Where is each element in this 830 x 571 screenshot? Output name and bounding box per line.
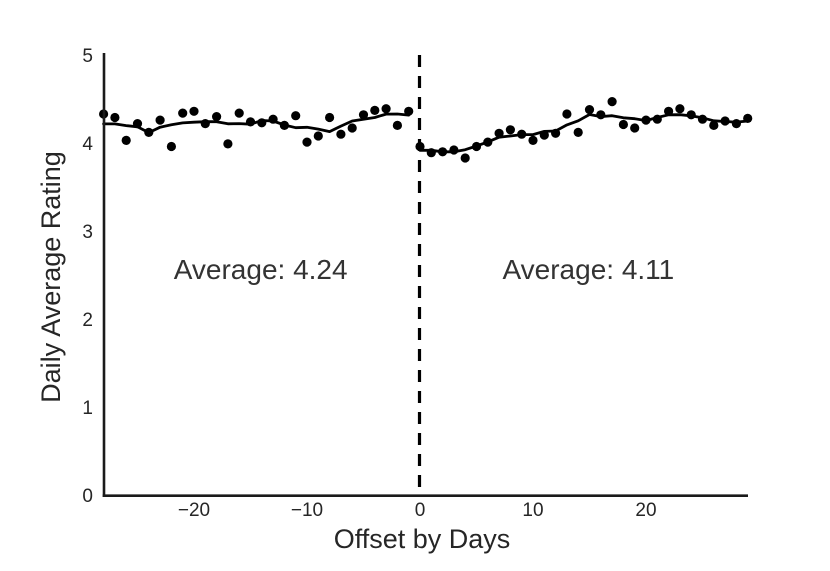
- data-point: [415, 141, 425, 152]
- data-point: [630, 123, 640, 133]
- x-tick-label: 0: [415, 500, 426, 521]
- data-point: [257, 118, 267, 128]
- data-point: [686, 110, 696, 120]
- y-tick-label: 4: [82, 134, 93, 155]
- data-point: [132, 119, 143, 129]
- data-point: [245, 117, 256, 127]
- data-point: [358, 110, 369, 120]
- data-point: [697, 114, 708, 124]
- data-point: [234, 108, 244, 118]
- data-point: [505, 125, 515, 135]
- data-point: [121, 135, 131, 145]
- y-tick-label: 0: [82, 486, 93, 507]
- data-points: [99, 97, 753, 163]
- data-point: [268, 114, 278, 124]
- data-point: [178, 108, 188, 118]
- trend-line: [102, 112, 411, 135]
- data-point: [675, 104, 685, 114]
- data-point: [494, 128, 504, 138]
- data-point: [302, 137, 312, 147]
- y-tick-label: 1: [82, 398, 93, 419]
- data-point: [449, 145, 459, 155]
- data-point: [652, 114, 662, 124]
- data-point: [584, 105, 595, 115]
- y-tick-label: 5: [82, 46, 93, 67]
- y-axis-title: Daily Average Rating: [36, 151, 66, 403]
- data-point: [709, 120, 719, 130]
- data-point: [607, 97, 617, 107]
- data-point: [279, 120, 289, 130]
- x-axis-title: Offset by Days: [334, 524, 511, 554]
- data-point: [438, 147, 448, 157]
- data-point: [291, 111, 301, 121]
- data-point: [517, 129, 527, 139]
- data-point: [223, 139, 233, 149]
- data-point: [110, 112, 120, 123]
- data-point: [562, 109, 572, 119]
- data-point: [664, 106, 674, 116]
- data-point: [528, 135, 538, 145]
- data-point: [539, 130, 549, 140]
- data-point: [336, 129, 346, 139]
- x-tick-label: −10: [291, 500, 323, 521]
- data-point: [404, 106, 414, 116]
- data-point: [596, 110, 606, 120]
- data-point: [325, 112, 335, 123]
- data-point: [347, 123, 357, 133]
- data-point: [460, 153, 470, 163]
- data-point: [483, 137, 493, 147]
- data-point: [392, 120, 402, 130]
- y-tick-label: 2: [82, 310, 93, 331]
- data-point: [551, 128, 561, 138]
- y-tick-labels: 0 1 2 3 4 5: [82, 46, 93, 507]
- data-point: [641, 115, 651, 125]
- x-tick-label: −20: [178, 500, 210, 521]
- x-tick-labels: −20 −10 0 10 20: [178, 500, 657, 521]
- x-tick-label: 10: [522, 500, 543, 521]
- data-point: [313, 131, 323, 141]
- data-point: [471, 141, 482, 152]
- data-point: [381, 104, 391, 114]
- x-tick-label: 20: [635, 500, 656, 521]
- y-tick-label: 3: [82, 222, 93, 243]
- data-point: [370, 105, 380, 115]
- data-point: [189, 106, 199, 116]
- data-point: [720, 116, 730, 126]
- data-point: [155, 115, 165, 125]
- data-point: [731, 119, 742, 129]
- data-point: [573, 127, 583, 137]
- data-point: [166, 141, 176, 152]
- data-point: [212, 112, 222, 122]
- data-point: [200, 119, 210, 129]
- data-point: [618, 119, 629, 130]
- data-point: [743, 113, 753, 123]
- data-point: [144, 127, 154, 137]
- data-point: [426, 148, 436, 158]
- average-annotation-left: Average: 4.24: [174, 254, 348, 285]
- average-annotation-right: Average: 4.11: [502, 254, 674, 285]
